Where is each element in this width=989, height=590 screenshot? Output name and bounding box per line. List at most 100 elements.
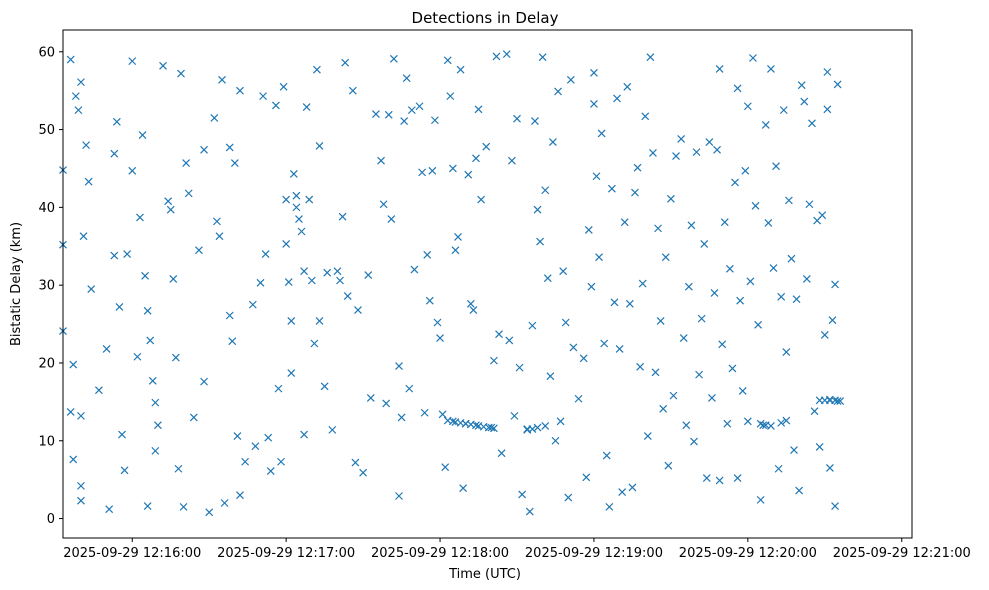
y-tick-label: 50 (38, 123, 55, 138)
data-point (636, 362, 645, 371)
data-point (171, 353, 180, 362)
data-points (59, 50, 845, 517)
data-point (713, 145, 721, 154)
data-point (110, 149, 119, 158)
data-point (66, 408, 75, 416)
data-point (166, 205, 175, 214)
data-point (666, 194, 675, 203)
data-point (438, 410, 447, 419)
data-point (495, 330, 503, 339)
data-point (66, 55, 75, 64)
data-point (338, 212, 347, 221)
data-point (543, 274, 552, 283)
data-point (682, 421, 691, 430)
data-point (800, 97, 809, 106)
data-point (102, 345, 111, 353)
data-point (815, 443, 824, 451)
data-point (441, 463, 450, 472)
data-point (782, 348, 791, 356)
data-point (236, 86, 244, 95)
data-point (754, 320, 763, 329)
data-point (651, 368, 660, 377)
data-point (777, 418, 786, 427)
data-point (184, 189, 193, 198)
data-point (641, 112, 650, 121)
data-point (828, 316, 837, 325)
data-point (708, 394, 716, 402)
data-point (266, 467, 275, 476)
data-point (502, 50, 511, 59)
data-point (77, 481, 85, 490)
data-point (489, 356, 498, 365)
data-point (820, 331, 829, 339)
data-point (300, 267, 309, 276)
data-point (808, 119, 816, 128)
data-point (833, 80, 842, 89)
data-point (764, 219, 773, 227)
data-point (720, 218, 729, 227)
data-point (407, 106, 416, 115)
data-point (395, 362, 403, 370)
data-point (749, 54, 757, 62)
data-point (94, 386, 103, 395)
data-point (710, 289, 719, 297)
data-point (784, 196, 793, 205)
data-point (533, 205, 542, 214)
data-point (364, 271, 373, 279)
data-point (777, 292, 786, 301)
y-tick-label: 40 (38, 201, 55, 216)
data-point (551, 436, 560, 445)
data-point (472, 154, 480, 163)
data-point (564, 493, 573, 502)
data-point (300, 430, 309, 439)
data-point (133, 352, 142, 361)
data-point (143, 306, 152, 315)
data-point (733, 84, 742, 93)
data-point (464, 170, 473, 179)
data-point (297, 227, 306, 236)
data-point (279, 82, 288, 91)
data-point (459, 484, 468, 493)
y-tick-label: 30 (38, 279, 55, 294)
data-point (477, 195, 486, 204)
data-point (638, 279, 647, 288)
data-point (77, 411, 85, 420)
data-point (159, 61, 167, 70)
data-point (425, 296, 434, 305)
data-point (831, 396, 839, 405)
data-point (138, 131, 147, 139)
data-point (541, 186, 550, 195)
data-point (448, 417, 457, 426)
data-point (579, 354, 588, 363)
data-point (341, 58, 350, 67)
data-point (600, 339, 609, 348)
data-point (77, 78, 85, 87)
data-point (282, 195, 291, 204)
data-point (615, 345, 624, 353)
data-point (664, 461, 673, 470)
data-point (230, 159, 239, 167)
data-point (446, 92, 455, 101)
data-point (384, 110, 393, 119)
data-point (610, 298, 619, 307)
data-point (705, 138, 714, 146)
data-point (715, 64, 724, 73)
data-point (684, 282, 693, 291)
data-point (382, 399, 391, 408)
data-point (82, 141, 91, 150)
data-point (700, 240, 709, 248)
data-point (472, 421, 480, 430)
data-point (723, 419, 732, 428)
data-point (718, 340, 727, 349)
data-point (189, 413, 198, 422)
data-point (120, 466, 129, 475)
y-axis-ticks: 0 10 20 30 40 50 60 (38, 45, 63, 527)
data-point (679, 334, 688, 342)
data-point (115, 303, 124, 311)
data-point (295, 215, 303, 223)
data-point (305, 195, 314, 204)
data-point (200, 377, 208, 386)
data-point (177, 69, 185, 78)
data-point (271, 101, 280, 110)
data-point (546, 372, 555, 381)
